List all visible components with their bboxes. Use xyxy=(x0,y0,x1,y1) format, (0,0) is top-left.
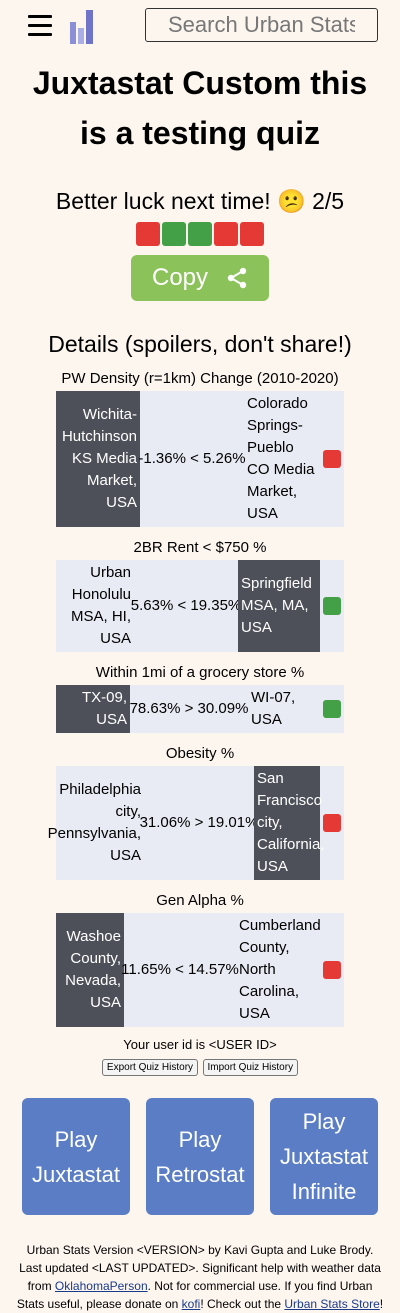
result-mark xyxy=(320,766,344,880)
result-mark xyxy=(320,685,344,733)
export-history-button[interactable]: Export Quiz History xyxy=(101,1059,199,1076)
left-region: Urban Honolulu MSA, HI, USA xyxy=(70,564,131,647)
store-link[interactable]: Urban Stats Store xyxy=(284,1297,380,1311)
page-title: Juxtastat Custom this is a testing quiz xyxy=(32,65,368,151)
right-region: WI-07, USA xyxy=(251,689,296,728)
comparison-values: 78.63% > 30.09% xyxy=(129,700,249,717)
result-square-red xyxy=(323,961,341,979)
details-heading: Details (spoilers, don't share!) xyxy=(48,331,352,357)
result-square-green xyxy=(188,221,212,246)
footer-text-4: ! xyxy=(379,1297,384,1311)
result-square-green xyxy=(162,221,186,246)
question-label: PW Density (r=1km) Change (2010-2020) xyxy=(61,370,339,387)
question-block: Gen Alpha % Washoe County, Nevada, USA 11.… xyxy=(0,892,400,1027)
question-label: 2BR Rent < $750 % xyxy=(133,539,267,556)
question-row: Wichita-Hutchinson KS Media Market, USA -… xyxy=(56,391,344,527)
comparison-values: 5.63% < 19.35% xyxy=(130,597,242,614)
top-bar xyxy=(0,0,400,54)
right-region: San Francisco city, California, USA xyxy=(254,766,325,880)
play-buttons: Play Juxtastat Play Retrostat Play Juxta… xyxy=(22,1098,378,1215)
questions-list: PW Density (r=1km) Change (2010-2020) Wic… xyxy=(0,370,400,1027)
search-input[interactable] xyxy=(145,8,378,42)
result-text: Better luck next time! 😕 2/5 xyxy=(55,188,345,214)
right-region: Cumberland County, North Carolina, USA xyxy=(239,917,321,1022)
kofi-link[interactable]: kofi xyxy=(181,1297,201,1311)
left-region: Philadelphia city, Pennsylvania, USA xyxy=(47,781,142,864)
question-block: PW Density (r=1km) Change (2010-2020) Wic… xyxy=(0,370,400,527)
result-square-green xyxy=(323,700,341,718)
left-region: Wichita-Hutchinson KS Media Market, USA xyxy=(56,391,140,527)
question-row: TX-09, USA 78.63% > 30.09% WI-07, USA xyxy=(56,685,344,733)
footer-text-2: . Not for commercial use. If you find Ur… xyxy=(16,1279,373,1311)
history-buttons: Export Quiz History Import Quiz History xyxy=(0,1057,400,1076)
question-block: Obesity % Philadelphia city, Pennsylvania… xyxy=(0,745,400,880)
oklahomaperson-link[interactable]: OklahomaPerson xyxy=(54,1279,148,1293)
footer: Urban Stats Version <VERSION> by Kavi Gu… xyxy=(16,1241,384,1313)
import-history-button[interactable]: Import Quiz History xyxy=(202,1059,299,1076)
right-region: Springfield MSA, MA, USA xyxy=(238,560,320,652)
result-square-red xyxy=(323,450,341,468)
right-region: Colorado Springs-Pueblo CO Media Market,… xyxy=(247,395,315,522)
comparison-values: -1.36% < 5.26% xyxy=(138,450,246,467)
share-icon xyxy=(226,267,248,289)
question-row: Washoe County, Nevada, USA 11.65% < 14.57… xyxy=(56,913,344,1027)
comparison-values: 11.65% < 14.57% xyxy=(121,961,239,978)
urban-stats-logo[interactable] xyxy=(68,8,96,44)
comparison-values: 31.06% > 19.01% xyxy=(139,814,259,831)
play-retrostat-button[interactable]: Play Retrostat xyxy=(146,1098,254,1215)
play-infinite-button[interactable]: Play Juxtastat Infinite xyxy=(270,1098,378,1215)
result-square-red xyxy=(240,221,264,246)
question-label: Gen Alpha % xyxy=(156,892,244,909)
footer-text-3: ! Check out the xyxy=(200,1297,285,1311)
question-block: 2BR Rent < $750 % Urban Honolulu MSA, HI,… xyxy=(0,539,400,652)
result-square-red xyxy=(136,221,160,246)
left-region: TX-09, USA xyxy=(56,685,130,733)
result-square-green xyxy=(323,597,341,615)
copy-button[interactable]: Copy xyxy=(131,255,269,301)
question-label: Obesity % xyxy=(165,745,235,762)
result-square-red xyxy=(323,814,341,832)
footer-text-1: Urban Stats Version <VERSION> by Kavi Gu… xyxy=(19,1243,381,1293)
result-mark xyxy=(320,560,344,652)
left-region: Washoe County, Nevada, USA xyxy=(56,913,124,1027)
question-row: Philadelphia city, Pennsylvania, USA 31.0… xyxy=(47,766,344,880)
question-row: Urban Honolulu MSA, HI, USA 5.63% < 19.35… xyxy=(56,560,344,652)
play-juxtastat-button[interactable]: Play Juxtastat xyxy=(22,1098,130,1215)
question-label: Within 1mi of a grocery store % xyxy=(95,664,305,681)
user-id-text: Your user id is <USER ID> xyxy=(123,1037,277,1052)
result-square-red xyxy=(214,221,238,246)
result-squares xyxy=(0,219,400,247)
hamburger-menu-icon[interactable] xyxy=(28,15,52,37)
result-mark xyxy=(320,913,344,1027)
copy-label: Copy xyxy=(151,264,209,291)
result-mark xyxy=(320,391,344,527)
question-block: Within 1mi of a grocery store % TX-09, US… xyxy=(0,664,400,733)
